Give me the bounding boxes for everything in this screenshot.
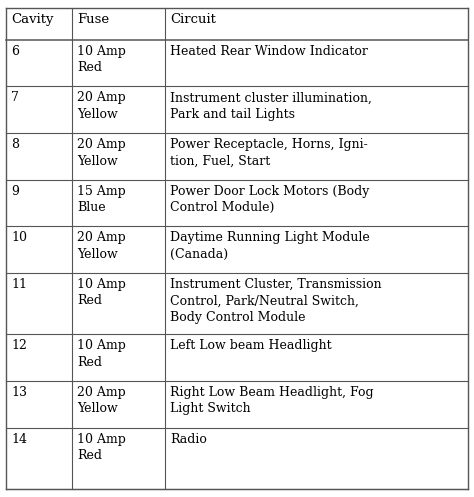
Text: Daytime Running Light Module
(Canada): Daytime Running Light Module (Canada) — [170, 231, 370, 261]
Text: Instrument cluster illumination,
Park and tail Lights: Instrument cluster illumination, Park an… — [170, 91, 372, 121]
Text: 20 Amp
Yellow: 20 Amp Yellow — [77, 231, 126, 261]
Text: 10 Amp
Red: 10 Amp Red — [77, 432, 126, 462]
Text: 12: 12 — [11, 339, 27, 352]
Text: 10 Amp
Red: 10 Amp Red — [77, 278, 126, 307]
Text: Left Low beam Headlight: Left Low beam Headlight — [170, 339, 331, 352]
Text: Power Receptacle, Horns, Igni-
tion, Fuel, Start: Power Receptacle, Horns, Igni- tion, Fue… — [170, 138, 368, 167]
Text: Right Low Beam Headlight, Fog
Light Switch: Right Low Beam Headlight, Fog Light Swit… — [170, 386, 374, 415]
Text: Circuit: Circuit — [170, 13, 216, 26]
Text: 11: 11 — [11, 278, 27, 291]
Text: 10: 10 — [11, 231, 27, 244]
Text: 7: 7 — [11, 91, 19, 104]
Text: 20 Amp
Yellow: 20 Amp Yellow — [77, 386, 126, 415]
Text: 8: 8 — [11, 138, 19, 151]
Text: 20 Amp
Yellow: 20 Amp Yellow — [77, 91, 126, 121]
Text: Cavity: Cavity — [11, 13, 54, 26]
Text: 10 Amp
Red: 10 Amp Red — [77, 45, 126, 74]
Text: 13: 13 — [11, 386, 27, 399]
Text: 10 Amp
Red: 10 Amp Red — [77, 339, 126, 369]
Text: 9: 9 — [11, 184, 19, 198]
Text: 14: 14 — [11, 432, 27, 445]
Text: Power Door Lock Motors (Body
Control Module): Power Door Lock Motors (Body Control Mod… — [170, 184, 369, 214]
Text: Radio: Radio — [170, 432, 207, 445]
Text: Instrument Cluster, Transmission
Control, Park/Neutral Switch,
Body Control Modu: Instrument Cluster, Transmission Control… — [170, 278, 382, 324]
Text: 20 Amp
Yellow: 20 Amp Yellow — [77, 138, 126, 167]
Text: 6: 6 — [11, 45, 19, 58]
Text: 15 Amp
Blue: 15 Amp Blue — [77, 184, 126, 214]
Text: Heated Rear Window Indicator: Heated Rear Window Indicator — [170, 45, 368, 58]
Text: Fuse: Fuse — [77, 13, 109, 26]
